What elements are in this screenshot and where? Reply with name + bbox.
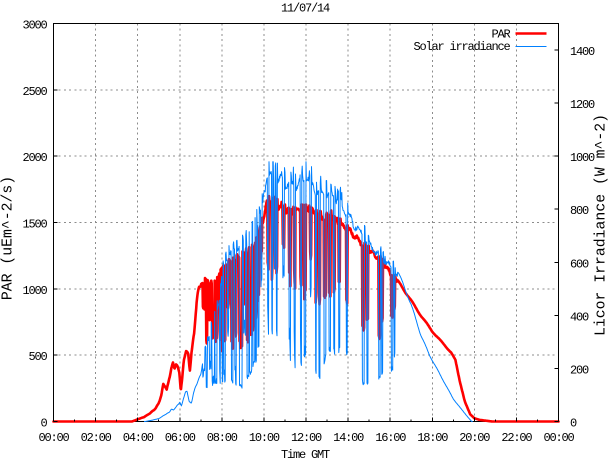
svg-text:08:00: 08:00 [207, 431, 238, 445]
svg-text:1500: 1500 [22, 218, 47, 232]
svg-text:Licor Irradiance (W m^-2): Licor Irradiance (W m^-2) [594, 114, 610, 336]
svg-text:Time GMT: Time GMT [281, 448, 330, 459]
svg-text:500: 500 [28, 350, 47, 364]
svg-text:PAR (uEm^-2/s): PAR (uEm^-2/s) [1, 176, 17, 300]
svg-text:14:00: 14:00 [333, 431, 364, 445]
svg-text:04:00: 04:00 [123, 431, 154, 445]
svg-text:1400: 1400 [570, 45, 595, 59]
svg-text:11/07/14: 11/07/14 [281, 2, 330, 16]
svg-text:3000: 3000 [22, 19, 47, 33]
svg-text:400: 400 [570, 310, 589, 324]
svg-text:1000: 1000 [22, 284, 47, 298]
svg-text:10:00: 10:00 [249, 431, 280, 445]
svg-text:Solar irradiance: Solar irradiance [413, 40, 510, 54]
svg-text:600: 600 [570, 257, 589, 271]
svg-text:12:00: 12:00 [291, 431, 322, 445]
svg-text:2000: 2000 [22, 151, 47, 165]
svg-text:0: 0 [40, 417, 47, 431]
svg-text:2500: 2500 [22, 85, 47, 99]
svg-text:18:00: 18:00 [417, 431, 448, 445]
svg-text:02:00: 02:00 [81, 431, 112, 445]
svg-text:800: 800 [570, 204, 589, 218]
svg-text:00:00: 00:00 [543, 431, 574, 445]
svg-text:06:00: 06:00 [165, 431, 196, 445]
svg-text:PAR: PAR [491, 28, 510, 42]
svg-text:200: 200 [570, 363, 589, 377]
svg-text:20:00: 20:00 [459, 431, 490, 445]
svg-text:22:00: 22:00 [501, 431, 532, 445]
svg-text:16:00: 16:00 [375, 431, 406, 445]
svg-text:0: 0 [570, 417, 577, 431]
svg-text:1000: 1000 [570, 151, 595, 165]
svg-text:00:00: 00:00 [38, 431, 69, 445]
svg-text:1200: 1200 [570, 98, 595, 112]
